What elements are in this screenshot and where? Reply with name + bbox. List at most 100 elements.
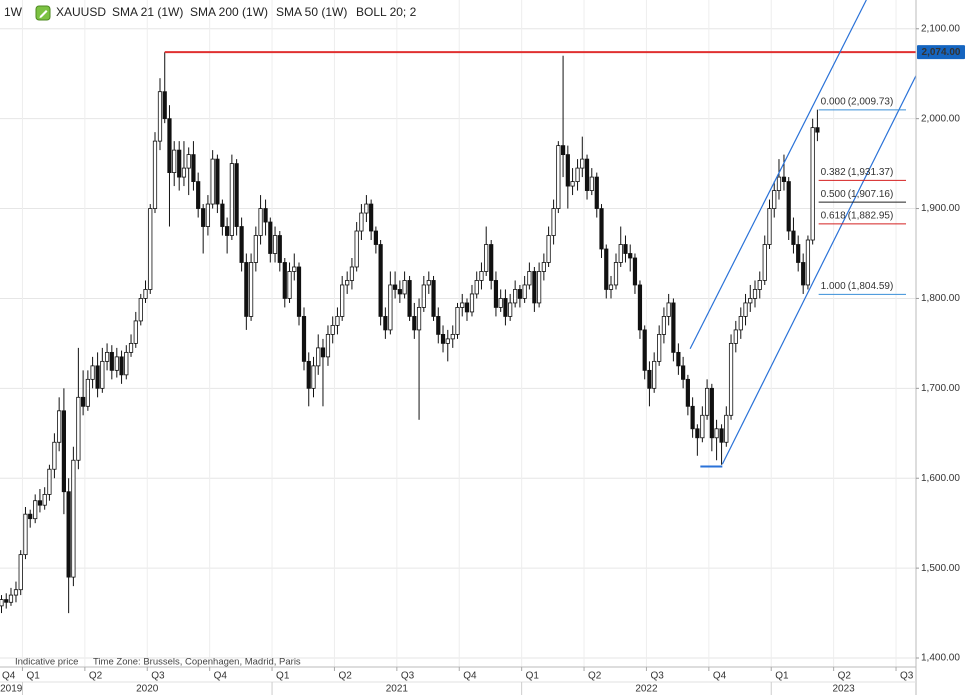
year-tick-label: 2022 <box>635 684 658 695</box>
indicator[interactable]: BOLL 20; 2 <box>356 5 417 19</box>
candle-body <box>292 266 297 272</box>
candle-body <box>546 235 551 263</box>
candle-body <box>681 365 686 380</box>
fib-price: (2,009.73) <box>848 97 894 108</box>
year-tick-label: 2020 <box>136 684 159 695</box>
candle-body <box>527 271 532 286</box>
candle-body <box>325 333 331 358</box>
candle-body <box>177 149 182 178</box>
candle-body <box>167 118 172 173</box>
candle-body <box>421 284 426 308</box>
candle-body <box>81 396 86 407</box>
indicator[interactable]: SMA 50 (1W) <box>276 5 347 19</box>
x-tick-label: Q3 <box>151 671 165 682</box>
y-tick-label: 2,100.00 <box>921 23 960 34</box>
candle-body <box>748 298 753 304</box>
candle-body <box>272 235 278 254</box>
candle-body <box>580 158 585 169</box>
x-tick-label: Q4 <box>2 671 16 682</box>
candle-body <box>287 271 292 299</box>
candle-body <box>402 280 407 295</box>
candle-body <box>253 235 258 263</box>
candle-body <box>340 284 345 317</box>
candle-body <box>369 203 374 232</box>
candle-body <box>412 316 417 331</box>
candle-body <box>109 351 114 371</box>
year-tick-label: 2019 <box>0 684 23 695</box>
candle-body <box>383 316 388 331</box>
candle-body <box>551 208 556 236</box>
candle-body <box>767 208 772 245</box>
candle-body <box>76 396 81 461</box>
candle-body <box>277 235 282 263</box>
candle-body <box>565 154 570 187</box>
candle-body <box>642 329 647 371</box>
indicator[interactable]: SMA 200 (1W) <box>190 5 268 19</box>
plot-area <box>0 0 916 614</box>
candle-body <box>637 284 643 331</box>
candle-body <box>220 203 225 227</box>
candle-body <box>119 356 124 376</box>
y-tick-label: 1,900.00 <box>921 203 960 214</box>
footer-note: Indicative price <box>15 657 78 668</box>
candle-body <box>445 338 450 344</box>
candle-body <box>608 284 614 290</box>
symbol[interactable]: XAUUSD <box>56 5 106 19</box>
candle-body <box>37 500 43 506</box>
candle-body <box>522 284 527 299</box>
candle-body <box>700 414 705 439</box>
candle-body <box>719 428 724 443</box>
candle-body <box>85 378 90 407</box>
candle-body <box>493 280 499 308</box>
candle-body <box>570 181 575 187</box>
candle-body <box>320 347 326 358</box>
fib-ratio: 0.000 <box>821 97 846 108</box>
candle-body <box>143 289 148 299</box>
y-tick-label: 1,700.00 <box>921 383 960 394</box>
year-tick-label: 2023 <box>832 684 855 695</box>
candle-body <box>666 302 671 317</box>
trendline <box>721 74 916 465</box>
candle-body <box>114 356 119 371</box>
candle-body <box>248 262 254 317</box>
candle-body <box>124 351 129 376</box>
candle-body <box>263 208 268 223</box>
price-marker-label: 2,074.00 <box>922 47 961 58</box>
candle-body <box>508 302 513 317</box>
candle-body <box>801 262 806 286</box>
candle-body <box>685 378 690 407</box>
fib-price: (1,804.59) <box>848 281 894 292</box>
candle-body <box>201 208 206 227</box>
candle-body <box>157 91 163 142</box>
candle-body <box>532 271 537 304</box>
candle-body <box>728 342 734 416</box>
x-tick-label: Q1 <box>775 671 789 682</box>
candle-body <box>440 333 446 344</box>
fib-ratio: 0.382 <box>821 167 846 178</box>
candle-body <box>215 158 220 205</box>
x-tick-label: Q3 <box>900 671 914 682</box>
candle-body <box>162 91 167 120</box>
indicator[interactable]: SMA 21 (1W) <box>112 5 183 19</box>
candle-body <box>128 342 134 353</box>
candle-body <box>393 284 398 290</box>
candle-body <box>296 266 302 317</box>
footer-note: Time Zone: Brussels, Copenhagen, Madrid,… <box>93 657 301 668</box>
candle-body <box>301 316 307 362</box>
x-tick-label: Q3 <box>650 671 664 682</box>
candle-body <box>517 289 522 299</box>
candle-body <box>95 365 100 389</box>
year-tick-label: 2021 <box>386 684 409 695</box>
candle-body <box>479 271 484 281</box>
candle-body <box>152 140 158 209</box>
candle-body <box>373 230 378 245</box>
price-marker <box>917 45 965 60</box>
x-tick-label: Q1 <box>526 671 540 682</box>
candle-body <box>388 284 393 331</box>
fib-price: (1,907.16) <box>848 189 894 200</box>
candle-body <box>724 414 729 443</box>
candle-body <box>239 226 244 263</box>
candle-body <box>138 298 143 322</box>
candle-body <box>364 203 369 214</box>
